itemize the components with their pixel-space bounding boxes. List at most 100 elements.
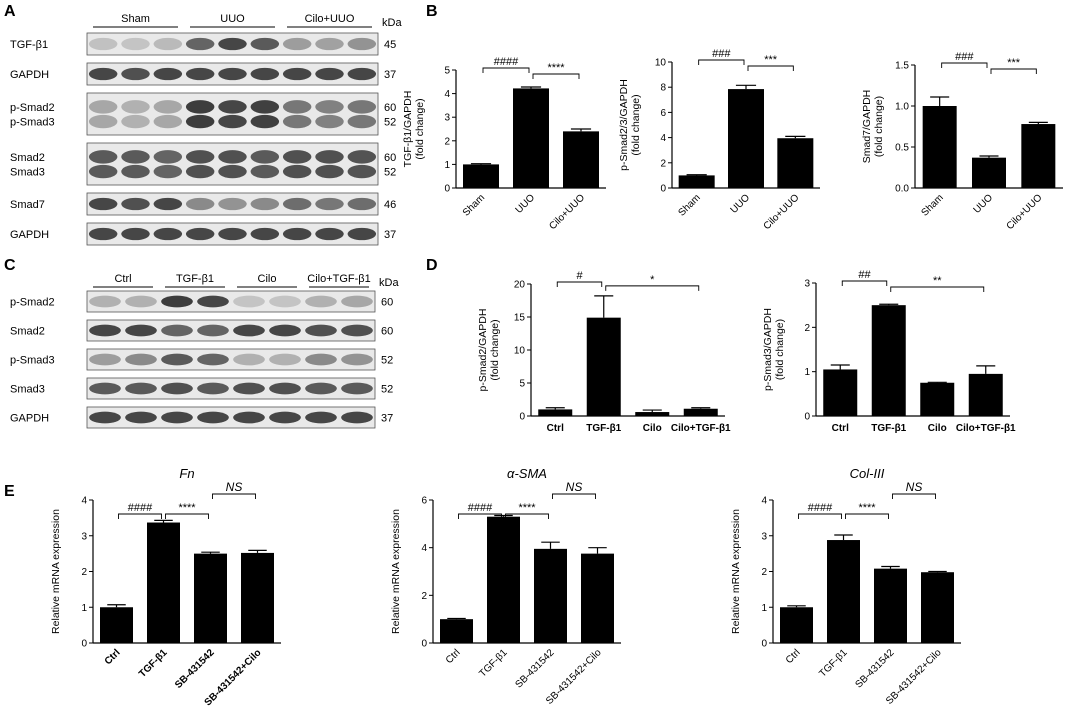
- significance-label: ####: [468, 502, 493, 514]
- blot-row-kda: 60: [381, 297, 393, 309]
- blot-band: [88, 197, 118, 211]
- blot-band: [153, 227, 183, 241]
- y-axis-label-line: (fold change): [873, 96, 885, 157]
- blot-band: [185, 164, 215, 179]
- bar: [534, 548, 567, 643]
- blot-band: [315, 197, 344, 211]
- y-axis-label-line: (fold change): [414, 98, 426, 159]
- blot-band: [341, 324, 373, 337]
- blot-row-kda: 37: [384, 69, 396, 81]
- blot-band: [269, 382, 301, 395]
- y-axis-label-line: (fold change): [774, 319, 786, 380]
- blot-row: Smad2 60: [10, 319, 393, 342]
- blot-band: [88, 37, 118, 51]
- y-tick-label: 4: [761, 496, 767, 507]
- blot-band: [250, 37, 280, 51]
- blot-band: [185, 100, 215, 114]
- significance-label: #: [576, 270, 583, 282]
- significance-bracket: [990, 68, 1037, 74]
- blot-band: [89, 382, 121, 395]
- blot-row-kda: 46: [384, 199, 396, 211]
- significance-bracket: [747, 65, 794, 71]
- bar: [100, 607, 133, 643]
- blot-band: [89, 411, 121, 424]
- y-tick-label: 1: [804, 367, 810, 378]
- bar: [968, 373, 1003, 416]
- blot-band: [121, 164, 150, 179]
- bar: [487, 516, 520, 643]
- blot-band: [218, 114, 247, 129]
- x-tick-label: Cilo+TGF-β1: [671, 423, 731, 434]
- significance-label: ****: [518, 502, 536, 514]
- blot-band: [185, 67, 215, 81]
- blot-band: [233, 295, 265, 308]
- y-axis-label: Relative mRNA expression: [730, 509, 742, 634]
- blot-row-label: GAPDH: [10, 413, 49, 425]
- significance-bracket: [212, 493, 256, 499]
- blot-band: [161, 324, 193, 337]
- blot-band: [185, 114, 215, 129]
- y-tick-label: 2: [804, 323, 810, 334]
- x-tick-label: Ctrl: [547, 423, 564, 434]
- blot-strip: [86, 142, 379, 186]
- significance-label: ***: [1007, 57, 1021, 69]
- chart-e-7: 0 1 2 3 4 Relative mRNA expression Ctrl TGF-β1 S…: [730, 466, 961, 707]
- blot-row-label: p-Smad3: [10, 117, 55, 129]
- bar: [874, 568, 907, 643]
- blot-row-kda: 52: [384, 117, 396, 129]
- blot-group-label: Cilo+TGF-β1: [307, 273, 370, 285]
- blot-band: [341, 382, 373, 395]
- blot-row: p-Smad2 p-Smad3 60 52: [10, 92, 396, 136]
- y-tick-label: 3: [444, 113, 450, 124]
- panel-letter-d: D: [426, 257, 438, 274]
- blot-band: [250, 100, 280, 114]
- x-tick-label: Cilo: [643, 423, 662, 434]
- blot-band: [161, 382, 193, 395]
- y-tick-label: 1: [81, 603, 87, 614]
- x-tick-label: UUO: [729, 192, 753, 216]
- significance-bracket: [605, 285, 700, 291]
- y-axis-label-line: p-Smad2/3/GAPDH: [618, 79, 630, 171]
- y-axis-label: Smad7/GAPDH(fold change): [861, 90, 885, 164]
- x-tick-label: TGF-β1: [477, 647, 510, 680]
- blot-band: [250, 227, 280, 241]
- y-tick-label: 8: [660, 83, 666, 94]
- blot-kda-header: kDa: [382, 17, 402, 29]
- blot-band: [218, 100, 247, 114]
- blot-band: [269, 295, 301, 308]
- y-tick-label: 3: [761, 531, 767, 542]
- blot-band: [153, 150, 183, 164]
- x-tick-label: SB-431542: [853, 647, 896, 690]
- significance-bracket: [798, 513, 842, 519]
- blot-band: [197, 353, 229, 366]
- blot-band: [233, 411, 265, 424]
- chart-b-0: 0 1 2 3 4 5 TGF-β1/GAPDH(fold change) Sham UUO Ci…: [402, 56, 606, 232]
- blot-strip: [86, 348, 376, 371]
- y-axis-label-line: Relative mRNA expression: [390, 509, 402, 634]
- blot-band: [250, 197, 280, 211]
- chart-b-2: 0.0 0.5 1.0 1.5 Smad7/GAPDH(fold change) Sham…: [861, 51, 1063, 232]
- blot-band: [125, 353, 157, 366]
- blot-band: [341, 295, 373, 308]
- blot-kda-header: kDa: [379, 277, 399, 289]
- blot-group-label: Sham: [121, 13, 150, 25]
- blot-band: [197, 411, 229, 424]
- blot-band: [161, 353, 193, 366]
- blot-band: [153, 100, 183, 114]
- significance-bracket: [941, 62, 988, 68]
- y-tick-label: 20: [514, 280, 526, 291]
- blot-strip: [86, 92, 379, 136]
- chart-title: Fn: [179, 466, 194, 481]
- blot-group-label: Cilo: [258, 273, 277, 285]
- blot-band: [315, 37, 344, 51]
- bar: [194, 553, 227, 643]
- blot-band: [305, 324, 337, 337]
- bar: [513, 88, 549, 188]
- blot-band: [250, 114, 280, 129]
- chart-title: α-SMA: [507, 466, 547, 481]
- panel-letter-b: B: [426, 3, 438, 20]
- blot-band: [121, 114, 150, 129]
- blot-row-label: Smad2: [10, 326, 45, 338]
- blot-band: [233, 382, 265, 395]
